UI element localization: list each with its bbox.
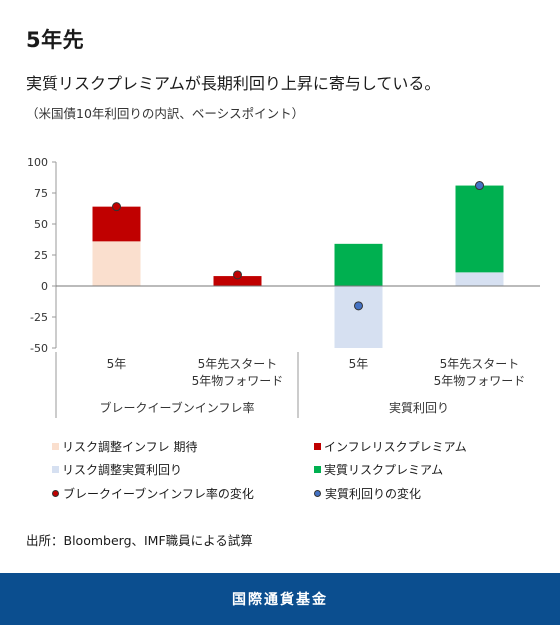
chart-units-note: （米国債10年利回りの内訳、ベーシスポイント） (26, 106, 305, 121)
bar-segment (213, 276, 262, 286)
legend-swatch (52, 466, 59, 473)
x-group-label: 実質利回り (389, 400, 449, 415)
legend-label: 実質リスクプレミアム (324, 463, 444, 477)
page-heading: 5年先 (26, 28, 85, 52)
bar-segment (92, 241, 141, 286)
x-category-label: 5年先スタート (198, 357, 278, 371)
legend-item-real-premium: 実質リスクプレミアム (314, 461, 443, 478)
x-category-label: 5年物フォワード (192, 374, 284, 388)
legend-item-inflation-expected: リスク調整インフレ 期待 (52, 438, 197, 455)
y-tick-label: 100 (27, 156, 48, 169)
y-tick-label: 25 (34, 249, 48, 262)
y-tick-label: 0 (41, 280, 48, 293)
bar-segment (455, 185, 504, 273)
legend-label: 実質利回りの変化 (325, 487, 422, 501)
bar-segment (92, 206, 141, 242)
legend-item-real-change: 実質利回りの変化 (314, 485, 421, 502)
y-tick-label: 50 (34, 218, 48, 231)
footer-org-name: 国際通貨基金 (232, 592, 328, 608)
x-category-label: 5年 (107, 357, 127, 371)
x-group-label: ブレークイーブンインフレ率 (100, 400, 255, 415)
x-category-label: 5年先スタート (440, 357, 520, 371)
footer-bar: 国際通貨基金 (0, 573, 560, 625)
legend-dot (314, 490, 321, 497)
change-dot (112, 202, 121, 212)
legend-dot (52, 490, 59, 497)
chart-subtitle: 実質リスクプレミアムが長期利回り上昇に寄与している。 (26, 74, 441, 93)
legend-item-breakeven-change: ブレークイーブンインフレ率の変化 (52, 485, 254, 502)
bar-segment (455, 272, 504, 286)
x-category-label: 5年 (349, 357, 369, 371)
change-dot (475, 181, 484, 191)
chart-area: -50 -25 0 25 50 75 100 5年 5年先スタート 5年物フォワード 5年 5年先スタ… (27, 156, 540, 418)
legend-item-inflation-premium: インフレリスクプレミアム (314, 438, 467, 455)
y-tick-label: 75 (34, 187, 48, 200)
legend-item-real-expected: リスク調整実質利回り (52, 461, 182, 478)
source-note: 出所：Bloomberg、IMF職員による試算 (26, 533, 253, 548)
legend-swatch (52, 443, 59, 450)
y-tick-label: -50 (30, 342, 48, 355)
legend-label: インフレリスクプレミアム (324, 440, 467, 454)
change-dot (354, 301, 363, 311)
legend-label: リスク調整実質利回り (62, 463, 183, 477)
bar-segment (334, 286, 383, 348)
change-dot (233, 270, 242, 280)
legend-label: リスク調整インフレ 期待 (62, 440, 198, 454)
bar-segment (334, 243, 383, 286)
y-tick-label: -25 (30, 311, 48, 324)
x-category-label: 5年物フォワード (434, 374, 526, 388)
legend-swatch (314, 466, 321, 473)
legend-swatch (314, 443, 321, 450)
legend-label: ブレークイーブンインフレ率の変化 (63, 487, 254, 501)
